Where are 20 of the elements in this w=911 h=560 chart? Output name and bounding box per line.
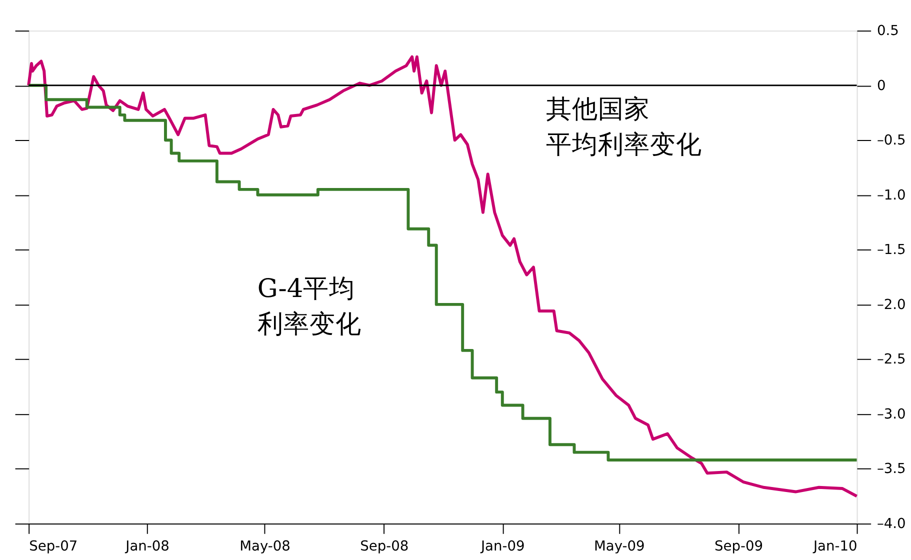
y-tick-label: –4.0	[876, 516, 906, 532]
x-tick-label: Jan-09	[480, 538, 525, 555]
y-tick-label: –0.5	[876, 132, 906, 149]
x-tick-label: Sep-08	[360, 538, 409, 555]
x-tick-label: Sep-07	[29, 538, 78, 555]
y-tick-label: 0	[876, 78, 886, 94]
y-tick-label: –2.5	[876, 352, 906, 368]
x-tick-label: May-08	[240, 538, 290, 555]
text: 其他国家平均利率变化	[546, 94, 702, 160]
y-tick-label: –3.0	[876, 406, 906, 422]
y-tick-label: –2.0	[876, 296, 906, 313]
y-tick-label: –3.5	[876, 461, 906, 478]
y-tick-label: 0.5	[876, 23, 899, 40]
y-tick-label: –1.0	[876, 187, 906, 204]
text: G-4平均利率变化	[257, 274, 362, 340]
x-tick-label: Jan-10	[812, 538, 858, 555]
x-tick-label: Sep-09	[714, 538, 764, 555]
x-tick-label: Jan-08	[124, 538, 170, 555]
y-tick-label: –1.5	[876, 242, 906, 258]
x-tick-label: May-09	[594, 538, 645, 555]
